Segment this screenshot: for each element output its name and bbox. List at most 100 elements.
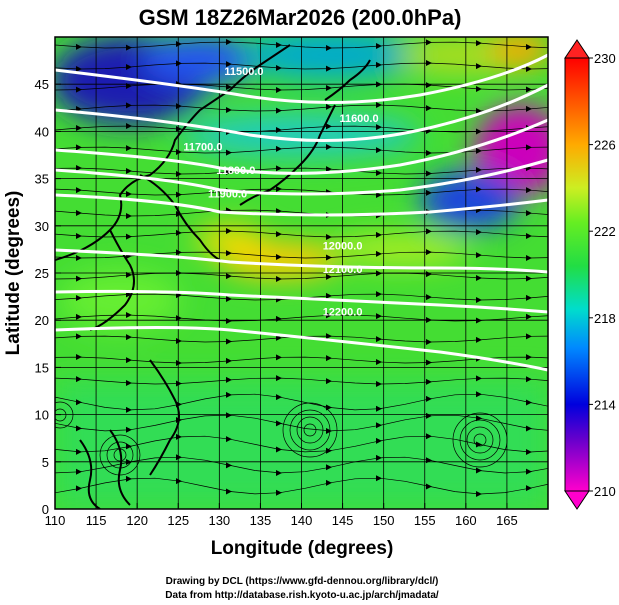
streamline-arrow	[526, 485, 532, 492]
colorbar-tick-label: 222	[594, 224, 616, 239]
streamline-arrow	[476, 275, 482, 282]
streamline-arrow	[376, 475, 382, 482]
streamline-arrow	[426, 105, 432, 112]
streamline-arrow	[276, 165, 282, 172]
streamline-arrow	[326, 273, 332, 280]
vortex-ring	[303, 423, 317, 437]
streamline-arrow	[226, 106, 232, 113]
streamline-arrow	[476, 317, 482, 324]
streamline-arrow	[276, 420, 282, 427]
streamline-arrow	[426, 317, 432, 324]
streamline-arrow	[126, 406, 132, 413]
x-tick-label: 120	[126, 513, 148, 528]
streamline-arrow	[226, 357, 232, 364]
streamline-arrow	[326, 84, 332, 91]
streamline-arrow	[76, 232, 82, 239]
streamline-arrow	[226, 84, 232, 91]
streamline-arrow	[276, 208, 282, 215]
streamline-arrow	[376, 359, 382, 366]
streamline-arrow	[176, 270, 182, 277]
streamline-arrow	[126, 312, 132, 319]
streamline-arrow	[76, 376, 82, 383]
streamline-arrow	[126, 271, 132, 278]
streamline	[55, 62, 548, 70]
y-tick-label: 45	[35, 77, 49, 92]
streamline-arrow	[476, 128, 482, 135]
streamline	[55, 146, 548, 154]
streamline-arrow	[276, 275, 282, 282]
streamline-arrow	[376, 454, 382, 461]
streamline-arrow	[76, 210, 82, 217]
streamline-arrow	[226, 488, 232, 495]
x-tick-label: 130	[208, 513, 230, 528]
streamline-arrow	[276, 334, 282, 341]
streamline	[55, 125, 548, 133]
streamline-arrow	[426, 457, 432, 464]
streamline-arrow	[76, 254, 82, 261]
colorbar-top-triangle	[564, 39, 590, 59]
colorbar: 210 214 218 222 226 230	[564, 39, 616, 510]
streamline-arrow	[176, 433, 182, 440]
streamline-arrow	[526, 233, 532, 240]
streamline-arrow	[126, 475, 132, 482]
streamline-arrow	[176, 229, 182, 236]
streamline-arrow	[226, 250, 232, 257]
y-axis-ticks: 0 5 10 15 20 25 30 35 40 45	[35, 77, 61, 517]
x-tick-label: 155	[414, 513, 436, 528]
streamline-arrow	[76, 275, 82, 282]
y-tick-label: 0	[42, 502, 49, 517]
streamline-arrow	[426, 82, 432, 89]
streamline-arrow	[426, 39, 432, 46]
streamline-arrow	[276, 86, 282, 93]
colorbar-tick-label: 210	[594, 484, 616, 499]
x-tick-label: 145	[332, 513, 354, 528]
streamline-arrow	[426, 395, 432, 402]
streamline-arrow	[376, 250, 382, 257]
streamline-arrow	[76, 165, 82, 172]
vortex-ring	[452, 412, 508, 468]
streamline-arrow	[476, 86, 482, 93]
streamline-arrow	[76, 43, 82, 50]
streamline-arrow	[376, 81, 382, 88]
streamline-arrow	[276, 315, 282, 322]
streamline-arrow	[526, 210, 532, 217]
colorbar-bottom-triangle	[564, 490, 590, 510]
streamline-arrow	[376, 61, 382, 68]
streamline	[55, 83, 548, 91]
colorbar-body	[564, 57, 590, 492]
y-axis-label: Latitude (degrees)	[3, 191, 24, 356]
vortex-ring	[282, 402, 338, 458]
streamline-arrow	[526, 275, 532, 282]
streamline-arrow	[476, 415, 482, 422]
streamline-arrow	[326, 355, 332, 362]
colorbar-tick-label: 218	[594, 311, 616, 326]
streamline-arrow	[176, 315, 182, 322]
y-tick-label: 35	[35, 172, 49, 187]
contour-labels: 11500.0 11600.0 11700.0 11800.0 11900.0 12000…	[183, 66, 378, 319]
streamline-arrow	[476, 147, 482, 154]
streamline-arrow	[476, 441, 482, 448]
contour-label: 12100.0	[323, 264, 363, 276]
streamline-arrow	[276, 469, 282, 476]
streamline	[55, 435, 548, 453]
streamline-arrow	[126, 233, 132, 240]
streamline-arrow	[276, 394, 282, 401]
streamline-arrow	[276, 354, 282, 361]
streamline-arrow	[276, 489, 282, 496]
streamline-arrow	[476, 375, 482, 382]
credit-line-1: Drawing by DCL (https://www.gfd-dennou.o…	[166, 576, 439, 587]
streamline	[55, 272, 548, 280]
vortex-ring	[55, 408, 67, 422]
streamline-arrow	[176, 103, 182, 110]
streamline-arrow	[176, 338, 182, 345]
streamline-arrow	[326, 44, 332, 51]
streamline-arrow	[326, 254, 332, 261]
y-tick-label: 20	[35, 313, 49, 328]
streamline-arrow	[276, 64, 282, 71]
streamline-arrow	[426, 189, 432, 196]
streamline-arrow	[226, 61, 232, 68]
streamline-arrow	[326, 464, 332, 471]
streamline-arrow	[276, 186, 282, 193]
colorbar-tick-label: 214	[594, 397, 616, 412]
